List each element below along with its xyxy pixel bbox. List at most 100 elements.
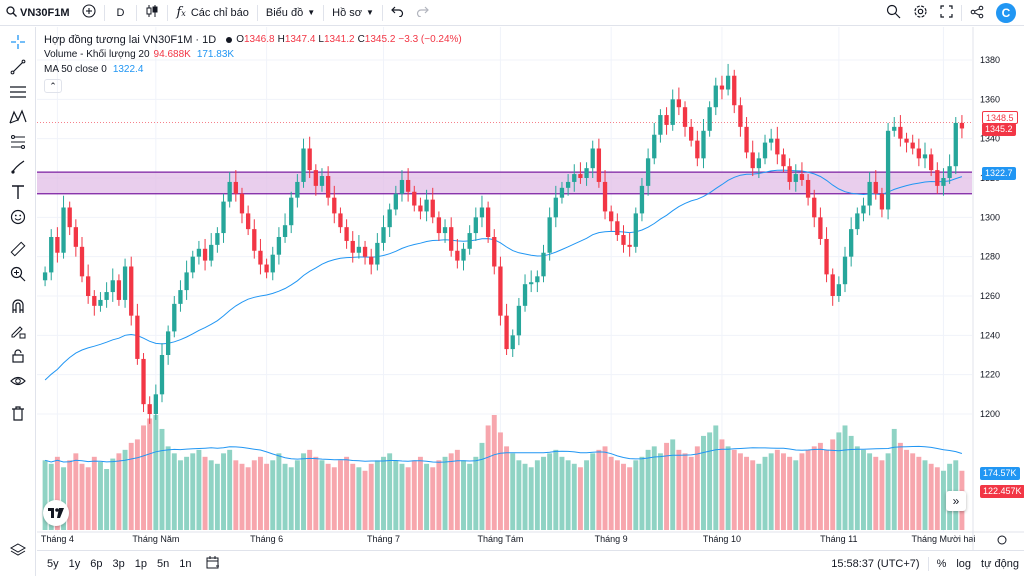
x-tick-label: Tháng Tám [477, 534, 523, 544]
range-1y[interactable]: 1y [68, 557, 81, 570]
volume-bar [110, 458, 116, 530]
hide-drawings-tool[interactable] [4, 372, 32, 395]
goto-date-button[interactable] [201, 555, 225, 572]
candle-body [892, 126, 897, 131]
share-icon [970, 5, 984, 22]
plus-circle-icon [81, 4, 96, 21]
crosshair-tool[interactable] [4, 33, 32, 56]
x-tick-label: Tháng Năm [132, 534, 179, 544]
horizontal-lines-tool[interactable] [4, 83, 32, 106]
volume-bar [830, 439, 836, 530]
toolbar-divider [103, 4, 105, 21]
candle-body [578, 174, 583, 178]
candle-body [609, 211, 614, 222]
measure-tool[interactable] [4, 240, 32, 263]
share-button[interactable] [964, 0, 990, 26]
timezone-clock[interactable]: 15:58:37 (UTC+7) [831, 558, 920, 570]
chart-menu-button[interactable]: Biểu đồ ▼ [260, 0, 321, 26]
scale-settings-icon[interactable] [997, 535, 1007, 545]
settings-button[interactable] [907, 0, 934, 26]
chart-canvas[interactable]: 1200122012401260128013001320134013601380… [37, 27, 1024, 550]
profile-menu-button[interactable]: Hồ sơ ▼ [326, 0, 380, 26]
volume-bar [313, 456, 319, 530]
candle-body [55, 237, 60, 253]
volume-bar [104, 469, 110, 530]
range-1m[interactable]: 1p [134, 557, 147, 570]
volume-bar [301, 453, 306, 530]
chart-style-button[interactable] [139, 0, 165, 26]
text-tool[interactable] [4, 183, 32, 206]
ma-label[interactable]: MA 50 close 0 [44, 63, 107, 75]
low-label: L [318, 33, 324, 45]
percent-scale-toggle[interactable]: % [936, 558, 947, 570]
range-3m[interactable]: 3p [112, 557, 125, 570]
redo-button[interactable] [410, 0, 435, 26]
range-5y[interactable]: 5y [47, 557, 59, 570]
collapse-legend-button[interactable]: ⌃ [44, 79, 62, 93]
candle-body [547, 217, 552, 253]
emoji-tool[interactable] [4, 208, 32, 231]
candle-body [590, 148, 595, 169]
candle-body [245, 213, 251, 230]
candle-body [713, 85, 718, 108]
undo-button[interactable] [385, 0, 410, 26]
candle-body [375, 242, 380, 265]
brand-logo[interactable]: C [996, 3, 1016, 23]
candle-body [129, 266, 134, 316]
layers-button[interactable] [4, 541, 32, 564]
volume-bar [141, 425, 146, 530]
candle-body [769, 138, 774, 143]
tradingview-logo[interactable] [43, 500, 69, 526]
candle-body [215, 233, 220, 245]
magnet-tool[interactable] [4, 297, 32, 320]
volume-bar [184, 456, 190, 530]
volume-bar [454, 449, 460, 530]
symbol-search[interactable]: VN30F1M [0, 0, 76, 26]
range-1d[interactable]: 1n [179, 557, 192, 570]
candle-body [812, 197, 817, 218]
range-5d[interactable]: 5n [157, 557, 170, 570]
candle-body [98, 299, 103, 306]
lock-drawings-tool[interactable] [4, 347, 32, 370]
volume-bar [737, 453, 743, 530]
candle-body [252, 229, 257, 251]
candle-body [787, 166, 792, 182]
close-label: C [357, 33, 365, 45]
indicators-button[interactable]: fx Các chỉ báo [170, 0, 254, 26]
compare-button[interactable] [76, 0, 102, 26]
candle-body [430, 199, 435, 218]
series-title[interactable]: Hợp đồng tương lai VN30F1M · 1D [44, 33, 217, 46]
price-chart[interactable]: 1200122012401260128013001320134013601380… [37, 27, 1024, 550]
interval-button[interactable]: D [107, 0, 135, 26]
zoom-in-tool[interactable] [4, 265, 32, 288]
candle-body [627, 244, 632, 247]
pattern-tool[interactable] [4, 108, 32, 131]
text-icon [10, 184, 26, 205]
volume-bar [793, 460, 799, 530]
chart-menu-label: Biểu đồ [265, 6, 304, 19]
range-6m[interactable]: 6p [90, 557, 103, 570]
volume-bar [245, 467, 251, 530]
volume-bar [553, 449, 559, 530]
trend-line-tool[interactable] [4, 58, 32, 81]
candle-body [615, 221, 620, 236]
volume-bar [134, 439, 140, 530]
auto-scale-toggle[interactable]: tự động [981, 558, 1019, 570]
stay-drawing-tool[interactable] [4, 322, 32, 345]
scroll-to-realtime-button[interactable]: » [946, 491, 966, 511]
volume-bar [701, 435, 706, 530]
log-scale-toggle[interactable]: log [956, 558, 972, 570]
brush-tool[interactable] [4, 158, 32, 181]
volume-bar [941, 470, 946, 530]
y-tick-label: 1340 [980, 134, 1000, 144]
volume-bar [436, 460, 442, 530]
volume-label[interactable]: Volume - Khối lượng 20 [44, 48, 150, 60]
bottom-right-controls: 15:58:37 (UTC+7) % log tự động [826, 551, 1024, 576]
volume-bar [916, 456, 922, 530]
volume-bar [190, 453, 196, 530]
remove-drawings-tool[interactable] [4, 404, 32, 427]
x-tick-label: Tháng Mười hai [911, 534, 975, 544]
quick-search-button[interactable] [880, 0, 907, 26]
projection-tool[interactable] [4, 133, 32, 156]
fullscreen-button[interactable] [934, 0, 959, 26]
